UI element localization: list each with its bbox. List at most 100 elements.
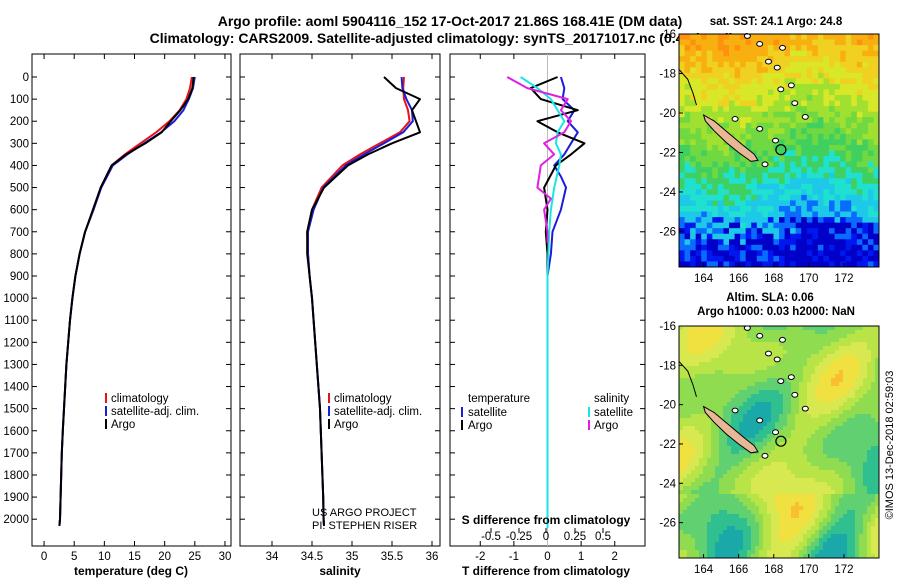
sla-cell: [711, 334, 716, 339]
sst-cell: [745, 95, 752, 101]
sst-cell: [695, 178, 702, 185]
sla-cell: [807, 474, 812, 479]
sla-cell: [843, 478, 848, 483]
sla-cell: [699, 534, 704, 539]
sla-cell: [839, 378, 844, 383]
sst-cell: [862, 50, 869, 57]
sst-cell: [840, 117, 847, 124]
sla-cell: [707, 390, 712, 395]
sst-cell: [740, 194, 747, 201]
sla-cell: [763, 434, 768, 439]
sst-cell: [851, 83, 858, 90]
sla-cell: [739, 366, 744, 371]
sst-cell: [795, 128, 802, 135]
sst-cell: [840, 261, 847, 267]
sst-cell: [851, 45, 858, 52]
sla-cell: [779, 402, 784, 407]
sla-cell: [859, 350, 864, 355]
sst-cell: [701, 211, 708, 218]
sla-cell: [871, 426, 876, 431]
sla-cell: [811, 374, 816, 379]
sst-cell: [845, 100, 852, 107]
sla-cell: [687, 550, 692, 555]
sst-cell: [823, 200, 830, 207]
sla-cell: [783, 366, 788, 371]
sla-cell: [719, 522, 724, 527]
sla-cell: [819, 426, 824, 431]
sst-cell: [679, 133, 685, 140]
sla-cell: [775, 414, 780, 419]
sla-cell: [707, 542, 712, 547]
sst-cell: [840, 217, 847, 224]
sla-cell: [735, 378, 740, 383]
sla-cell: [875, 466, 879, 471]
sla-cell: [779, 554, 784, 558]
sla-cell: [875, 434, 879, 439]
sla-cell: [779, 522, 784, 527]
sla-cell: [831, 506, 836, 511]
sla-cell: [843, 546, 848, 551]
sla-cell: [703, 450, 708, 455]
sla-cell: [711, 498, 716, 503]
sla-cell: [783, 502, 788, 507]
sla-cell: [807, 534, 812, 539]
sst-cell: [862, 211, 869, 218]
sla-cell: [875, 346, 879, 351]
sla-cell: [703, 478, 708, 483]
sla-cell: [839, 354, 844, 359]
sla-cell: [683, 514, 688, 519]
sla-cell: [707, 498, 712, 503]
sla-cell: [771, 390, 776, 395]
sst-cell: [701, 144, 708, 151]
sla-cell: [811, 542, 816, 547]
sla-cell: [791, 550, 796, 555]
sst-cell: [801, 161, 808, 168]
sla-cell: [803, 506, 808, 511]
sla-cell: [819, 434, 824, 439]
sla-cell: [871, 430, 876, 435]
sst-cell: [729, 89, 735, 96]
sla-cell: [755, 378, 760, 383]
sla-cell: [735, 398, 740, 403]
sla-cell: [691, 498, 696, 503]
sst-cell: [795, 244, 802, 251]
sla-cell: [715, 554, 720, 558]
sst-cell: [862, 95, 869, 101]
sla-cell: [707, 442, 712, 447]
sla-cell: [803, 358, 808, 363]
sla-cell: [763, 474, 768, 479]
island: [756, 41, 764, 47]
sla-cell: [743, 526, 748, 531]
sst-cell: [829, 122, 835, 129]
sst-cell: [829, 161, 835, 168]
temperature-x-label: temperature (deg C): [74, 564, 188, 578]
sst-cell: [873, 211, 879, 218]
sst-cell: [701, 117, 708, 124]
sst-cell: [717, 39, 724, 46]
sla-cell: [799, 462, 804, 467]
sla-cell: [755, 438, 760, 443]
sla-cell: [743, 358, 748, 363]
sst-cell: [701, 83, 708, 90]
sst-map: sat. SST: 24.1 Argo: 24.8 164 166 168 170 17…: [659, 16, 880, 285]
sla-cell: [875, 366, 879, 371]
sst-cell: [767, 78, 774, 85]
sla-cell: [731, 454, 736, 459]
sla-cell: [775, 350, 780, 355]
sla-cell: [779, 406, 784, 411]
sla-cell: [863, 338, 868, 343]
sst-cell: [806, 39, 813, 46]
sla-cell: [819, 506, 824, 511]
sla-cell: [723, 450, 728, 455]
sla-cell: [787, 354, 792, 359]
sst-cell: [784, 172, 791, 179]
sla-cell: [815, 434, 820, 439]
sla-cell: [871, 506, 876, 511]
sst-cell: [801, 167, 808, 174]
sla-cell: [739, 534, 744, 539]
sst-cell: [873, 161, 879, 168]
sla-cell: [763, 470, 768, 475]
sla-cell: [683, 466, 688, 471]
sst-cell: [729, 228, 735, 235]
